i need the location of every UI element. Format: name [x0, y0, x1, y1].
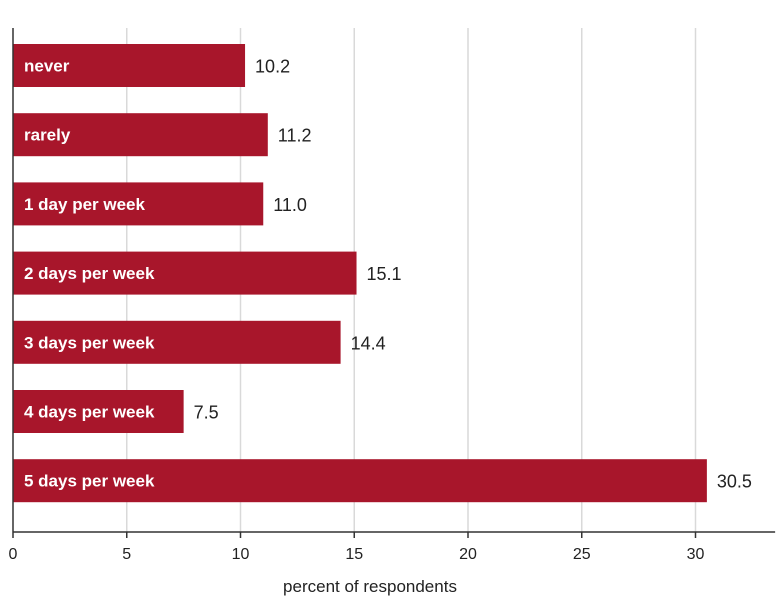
bar-category-label: rarely [24, 126, 71, 145]
bar-rarely [13, 113, 268, 157]
bar-value-label: 30.5 [717, 472, 752, 492]
bar-value-label: 7.5 [194, 403, 219, 423]
bar-category-label: 4 days per week [24, 403, 155, 422]
x-tick-label: 30 [687, 546, 705, 563]
bar-category-label: 2 days per week [24, 264, 155, 283]
bar-never [13, 44, 246, 87]
bar-value-label: 11.2 [278, 126, 312, 146]
x-axis-ticks: 0 5 10 15 20 25 30 [9, 532, 705, 563]
x-tick-label: 20 [459, 546, 477, 563]
bar-category-label: 5 days per week [24, 472, 155, 491]
x-tick-label: 10 [232, 546, 250, 563]
x-tick-label: 15 [345, 546, 363, 563]
x-tick-label: 0 [9, 546, 18, 563]
bar-category-label: 3 days per week [24, 333, 155, 352]
x-axis [12, 28, 776, 533]
bar-value-label: 14.4 [351, 333, 386, 353]
bar-4-days-per-week [13, 390, 184, 433]
x-axis-title: percent of respondents [283, 577, 457, 596]
bar-category-label: 1 day per week [24, 195, 146, 214]
bar-value-label: 15.1 [367, 264, 402, 284]
bar-3-days-per-week [13, 320, 341, 364]
x-tick-label: 25 [573, 546, 591, 563]
bar-value-label: 10.2 [255, 57, 290, 77]
bar-value-label: 11.0 [273, 195, 307, 215]
bar-1-day-per-week [13, 182, 264, 226]
bar-2-days-per-week [13, 251, 357, 295]
bar-5-days-per-week [13, 459, 707, 503]
bar-category-label: never [24, 57, 70, 76]
bars: never 10.2 rarely 11.2 1 day per week 11.0 2 d… [13, 44, 752, 503]
x-tick-label: 5 [122, 546, 131, 563]
